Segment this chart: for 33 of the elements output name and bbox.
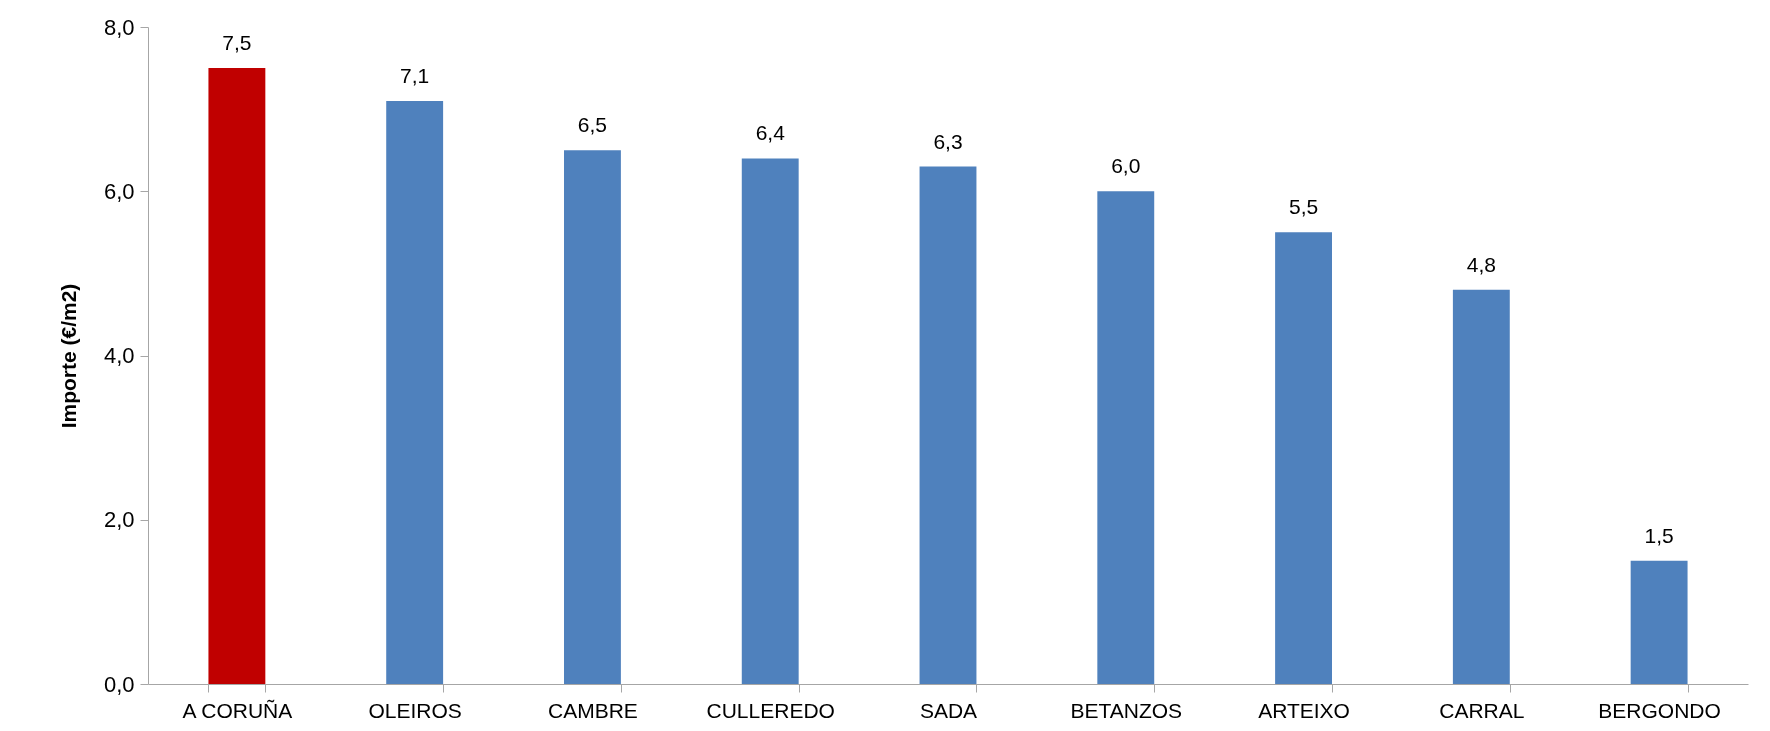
- y-tick-label: 6,0: [103, 178, 135, 204]
- x-tick-label: SADA: [919, 698, 978, 722]
- data-label: 5,5: [1288, 195, 1319, 219]
- x-tick-label: CAMBRE: [548, 698, 638, 722]
- x-tick-label: ARTEIXO: [1258, 698, 1350, 722]
- x-tick-label: OLEIROS: [368, 698, 462, 722]
- bar: [1630, 560, 1688, 684]
- data-label: 7,5: [222, 31, 252, 55]
- bar: [741, 158, 799, 684]
- x-tick-label: A CORUÑA: [182, 698, 293, 722]
- x-tick-label: CULLEREDO: [706, 698, 835, 722]
- x-tick-label: CARRAL: [1439, 698, 1525, 722]
- data-label: 6,5: [577, 113, 608, 137]
- data-label: 7,1: [400, 63, 430, 87]
- bar: [1097, 191, 1155, 684]
- data-label: 6,4: [755, 121, 786, 145]
- y-tick-label: 2,0: [103, 507, 135, 533]
- x-tick-label: BERGONDO: [1598, 698, 1721, 722]
- data-label: 6,3: [933, 129, 963, 153]
- data-label: 1,5: [1644, 523, 1674, 547]
- data-label: 6,0: [1111, 154, 1141, 178]
- y-axis-title: Importe (€/m2): [56, 283, 80, 429]
- x-tick-label: BETANZOS: [1070, 698, 1183, 722]
- data-label: 4,8: [1466, 252, 1496, 276]
- bar: [208, 68, 266, 684]
- bar: [1452, 289, 1510, 684]
- bar: [564, 150, 621, 684]
- bar: [386, 100, 444, 684]
- y-tick-label: 8,0: [103, 14, 135, 40]
- bar: [1275, 232, 1332, 684]
- y-tick-label: 4,0: [103, 343, 135, 368]
- bar: [919, 166, 977, 684]
- y-tick-label: 0,0: [103, 671, 135, 697]
